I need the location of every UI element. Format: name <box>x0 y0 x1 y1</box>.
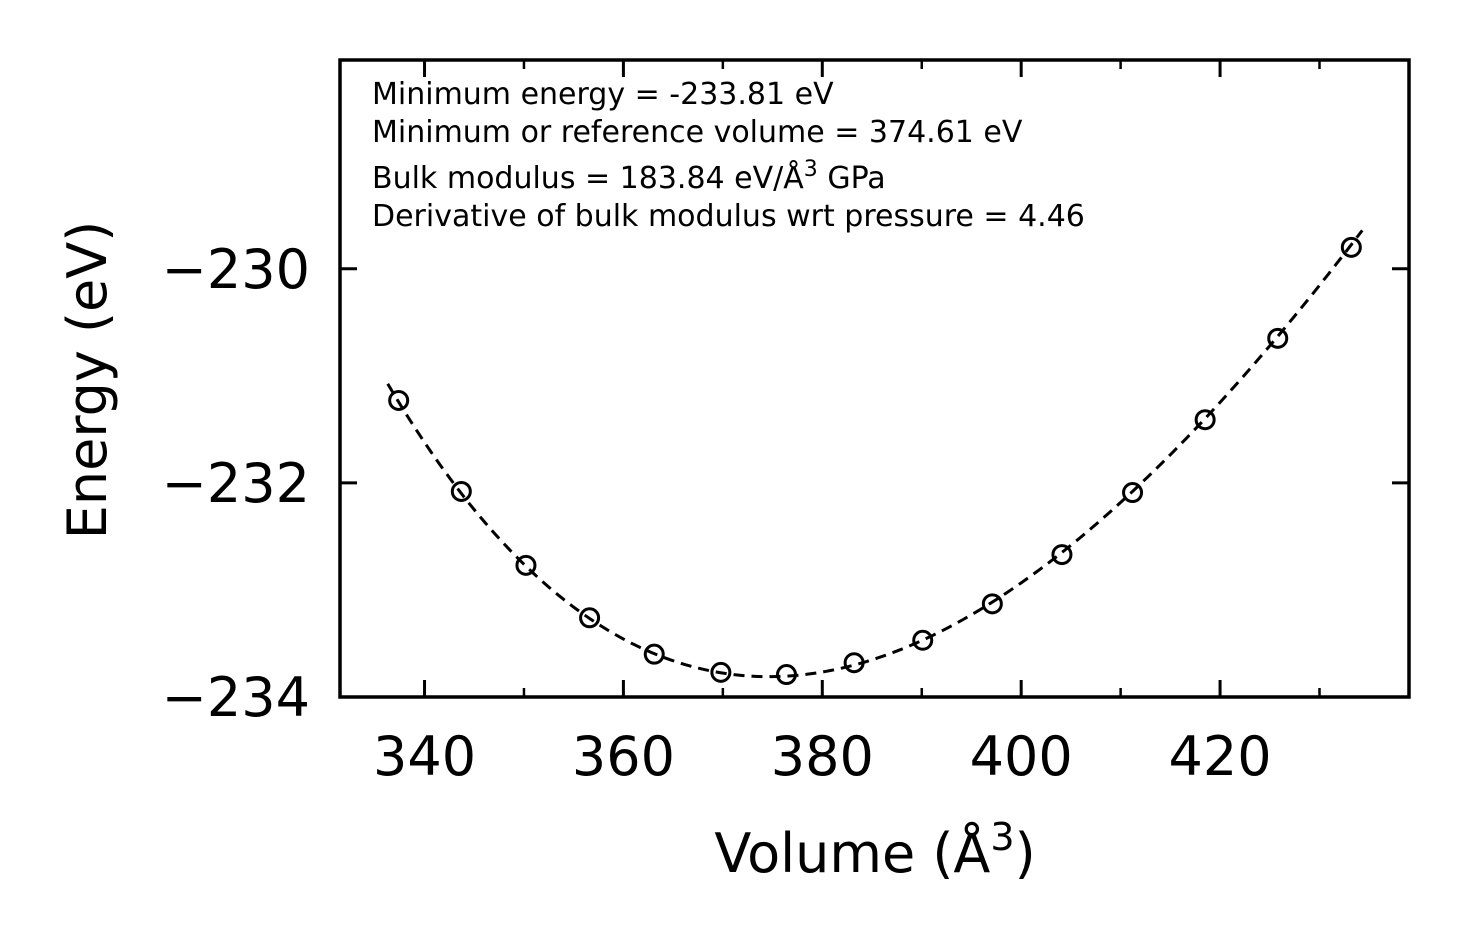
x-tick-label: 380 <box>771 725 874 788</box>
x-ticks: 340 360 380 400 420 <box>373 60 1321 788</box>
data-point <box>388 389 410 411</box>
y-tick-label: −234 <box>162 666 310 729</box>
data-point <box>775 664 797 686</box>
annotation-bulk-modulus-sup: 3 <box>804 157 818 182</box>
data-point <box>981 593 1003 615</box>
x-tick-label: 340 <box>373 725 476 788</box>
y-tick-label: −232 <box>162 452 310 515</box>
data-point <box>710 661 732 683</box>
data-point <box>1267 327 1289 349</box>
annotation-bulk-modulus: Bulk modulus = 183.84 eV/Å3 GPa <box>372 157 886 196</box>
y-tick-label: −230 <box>162 238 310 301</box>
data-points-layer <box>388 236 1362 686</box>
annotation-bulk-modulus-text: Bulk modulus = 183.84 eV/Å <box>372 160 804 196</box>
data-point <box>515 554 537 576</box>
data-point <box>450 480 472 502</box>
data-point <box>912 629 934 651</box>
data-point <box>579 607 601 629</box>
x-tick-label: 400 <box>970 725 1073 788</box>
data-point <box>1194 409 1216 431</box>
x-axis-title-sup: 3 <box>990 815 1014 859</box>
x-axis-title-text: Volume (Å <box>714 821 990 885</box>
x-tick-label: 360 <box>572 725 675 788</box>
x-axis-title: Volume (Å3) <box>714 815 1035 885</box>
plot-frame <box>338 58 1411 699</box>
data-point <box>1340 236 1362 258</box>
fit-curve-line <box>386 229 1364 679</box>
data-point <box>643 643 665 665</box>
y-ticks: −234 −232 −230 <box>162 238 1409 729</box>
annotation-ref-volume: Minimum or reference volume = 374.61 eV <box>372 115 1023 150</box>
data-point <box>1051 544 1073 566</box>
x-tick-label: 420 <box>1169 725 1272 788</box>
fit-curve-layer <box>386 229 1364 679</box>
x-axis-title-close: ) <box>1015 822 1036 885</box>
data-point <box>1122 482 1144 504</box>
data-point <box>843 652 865 674</box>
y-axis-title: Energy (eV) <box>56 221 119 540</box>
annotation-bulk-modulus-derivative: Derivative of bulk modulus wrt pressure … <box>372 199 1085 234</box>
annotation-min-energy: Minimum energy = -233.81 eV <box>372 77 834 112</box>
annotation-bulk-modulus-unit: GPa <box>818 161 886 196</box>
